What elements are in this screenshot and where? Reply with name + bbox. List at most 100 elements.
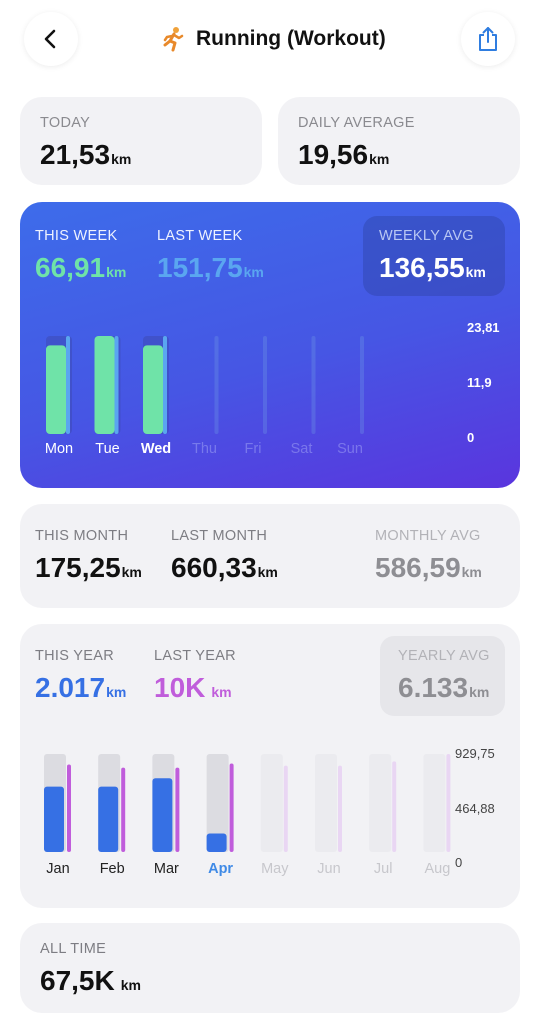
daily-average-number: 19,56 — [298, 139, 369, 170]
week-day-label: Sat — [291, 441, 313, 457]
week-bar-last — [66, 336, 70, 434]
year-bar-track — [423, 754, 446, 852]
year-axis-tick: 464,88 — [455, 801, 495, 816]
back-button[interactable] — [24, 12, 78, 66]
year-bar-track — [315, 754, 337, 852]
year-month-label: Aug — [424, 861, 450, 877]
monthly-avg-value: 586,59km — [375, 552, 482, 584]
week-bar-this — [143, 345, 163, 434]
week-bar-last — [163, 336, 167, 434]
week-day-label: Sun — [337, 441, 363, 457]
year-month-label: May — [261, 861, 289, 877]
all-time-unit: km — [120, 977, 141, 993]
monthly-card[interactable]: THIS MONTH 175,25km LAST MONTH 660,33km … — [20, 504, 520, 608]
year-bar-last — [67, 764, 71, 852]
this-year-number: 2.017 — [35, 672, 106, 703]
monthly-avg-number: 586,59 — [375, 552, 461, 583]
week-bar-last — [114, 336, 119, 434]
monthly-avg-label: MONTHLY AVG — [375, 528, 481, 544]
yearly-bar-chart: Jan Feb Mar Apr May Jun Jul Aug 0 464,88 929,75 — [44, 746, 495, 877]
all-time-number: 67,5K — [40, 965, 115, 996]
daily-average-unit: km — [369, 151, 390, 167]
weekly-avg-unit: km — [465, 264, 486, 280]
week-bar-last — [263, 336, 267, 434]
last-month-label: LAST MONTH — [171, 528, 268, 544]
daily-average-card[interactable]: DAILY AVERAGE 19,56km — [278, 97, 520, 185]
all-time-label: ALL TIME — [40, 941, 107, 957]
week-bar-last — [360, 336, 364, 434]
all-time-value: 67,5K km — [40, 965, 141, 997]
week-day-label: Wed — [141, 441, 171, 457]
week-day-label: Fri — [245, 441, 262, 457]
this-month-number: 175,25 — [35, 552, 121, 583]
this-year-label: THIS YEAR — [35, 648, 114, 664]
year-bar-last — [229, 763, 234, 852]
last-week-unit: km — [243, 264, 264, 280]
this-month-unit: km — [121, 564, 142, 580]
year-bar-track — [369, 754, 392, 852]
today-label: TODAY — [40, 115, 91, 131]
last-year-unit: km — [211, 684, 232, 700]
week-day-label: Tue — [95, 441, 119, 457]
last-week-number: 151,75 — [157, 252, 243, 283]
year-month-label: Jan — [46, 861, 69, 877]
year-bar-last — [392, 761, 397, 852]
weekly-avg-label: WEEKLY AVG — [379, 228, 474, 244]
year-bar-last — [338, 765, 342, 852]
yearly-avg-box — [380, 636, 505, 716]
last-week-label: LAST WEEK — [157, 228, 243, 244]
year-bar-this — [206, 833, 227, 852]
year-bar-track — [260, 754, 283, 852]
last-year-label: LAST YEAR — [154, 648, 236, 664]
year-bar-last — [175, 767, 180, 852]
page-title: Running (Workout) — [196, 27, 386, 50]
last-year-value: 10K km — [154, 672, 232, 704]
year-bar-last — [283, 765, 288, 852]
week-axis-tick: 11,9 — [467, 375, 492, 390]
last-year-number: 10K — [154, 672, 206, 703]
last-month-number: 660,33 — [171, 552, 257, 583]
daily-average-label: DAILY AVERAGE — [298, 115, 415, 131]
share-icon — [479, 27, 497, 51]
last-week-value: 151,75km — [157, 252, 264, 284]
year-month-label: Jul — [374, 861, 393, 877]
year-bar-track — [206, 754, 229, 852]
this-week-label: THIS WEEK — [35, 228, 118, 244]
this-week-unit: km — [106, 264, 127, 280]
year-month-label: Feb — [100, 861, 125, 877]
yearly-card[interactable]: THIS YEAR 2.017km LAST YEAR 10K km YEARLY… — [20, 624, 520, 908]
this-month-label: THIS MONTH — [35, 528, 129, 544]
all-time-card[interactable]: ALL TIME 67,5K km — [20, 923, 520, 1013]
weekly-avg-value: 136,55km — [379, 252, 486, 284]
year-bar-last — [446, 754, 451, 852]
year-month-label: Jun — [317, 861, 340, 877]
weekly-avg-box — [363, 216, 505, 296]
weekly-avg-number: 136,55 — [379, 252, 465, 283]
today-number: 21,53 — [40, 139, 111, 170]
header: Running (Workout) — [0, 0, 540, 80]
yearly-avg-label: YEARLY AVG — [398, 648, 490, 664]
title-group: Running (Workout) — [160, 22, 386, 56]
yearly-avg-number: 6.133 — [398, 672, 469, 703]
year-axis-tick: 0 — [455, 855, 462, 870]
this-year-value: 2.017km — [35, 672, 126, 704]
year-bar-this — [152, 778, 173, 852]
share-button[interactable] — [461, 12, 515, 66]
week-bar-this — [94, 336, 115, 434]
week-bar-this — [46, 345, 66, 434]
week-day-label: Mon — [45, 441, 73, 457]
year-bar-this — [98, 786, 119, 852]
yearly-avg-unit: km — [469, 684, 490, 700]
weekly-bar-chart: Mon Tue Wed Thu Fri Sat Sun 0 11,9 23,81 — [45, 320, 500, 457]
week-bar-last — [311, 336, 316, 434]
weekly-card[interactable]: THIS WEEK 66,91km LAST WEEK 151,75km WEE… — [20, 202, 520, 488]
today-card[interactable]: TODAY 21,53km — [20, 97, 262, 185]
week-day-label: Thu — [192, 441, 217, 457]
today-unit: km — [111, 151, 132, 167]
this-week-value: 66,91km — [35, 252, 126, 284]
week-axis-tick: 23,81 — [467, 320, 500, 335]
year-bar-last — [121, 767, 126, 852]
this-month-value: 175,25km — [35, 552, 142, 584]
this-year-unit: km — [106, 684, 127, 700]
daily-average-value: 19,56km — [298, 139, 389, 171]
